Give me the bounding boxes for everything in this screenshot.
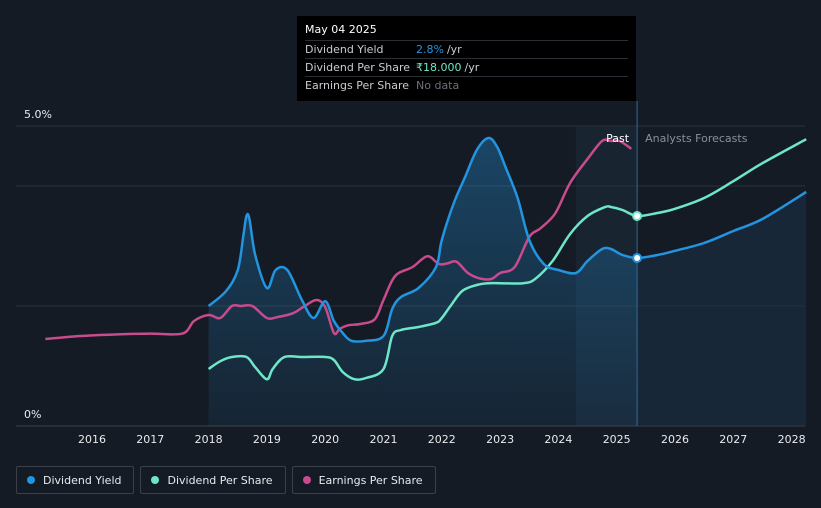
x-tick-label: 2017 xyxy=(136,433,164,446)
x-tick-label: 2016 xyxy=(78,433,106,446)
y-tick-label-max: 5.0% xyxy=(24,108,52,121)
tooltip-row-dps: Dividend Per Share ₹18.000 /yr xyxy=(305,58,628,76)
tooltip-value: ₹18.000 xyxy=(416,61,462,74)
x-tick-label: 2018 xyxy=(195,433,223,446)
x-tick-label: 2023 xyxy=(486,433,514,446)
tooltip-label: Dividend Per Share xyxy=(305,61,411,74)
legend-label: Earnings Per Share xyxy=(318,473,423,487)
legend-dot-icon xyxy=(302,476,311,484)
eps-line xyxy=(45,138,633,341)
x-tick-label: 2024 xyxy=(544,433,572,446)
legend-label: Dividend Per Share xyxy=(167,473,273,487)
tooltip-row-yield: Dividend Yield 2.8% /yr xyxy=(305,40,628,58)
tooltip-value: 2.8% xyxy=(416,43,444,56)
x-tick-label: 2022 xyxy=(428,433,456,446)
dps-current-marker xyxy=(632,211,643,221)
y-tick-label-zero: 0% xyxy=(24,408,41,421)
dps-line xyxy=(207,138,807,381)
past-label: Past xyxy=(606,132,630,145)
x-tick-label: 2021 xyxy=(370,433,398,446)
x-tick-label: 2028 xyxy=(778,433,806,446)
dividend-yield-line xyxy=(207,136,807,343)
analysts-forecasts-label: Analysts Forecasts xyxy=(645,132,748,145)
x-axis-ticks: 2016 2017 2018 2019 2020 2021 2022 2023 2024 2025… xyxy=(78,433,806,446)
legend-dot-icon xyxy=(27,476,35,484)
tooltip-date: May 04 2025 xyxy=(305,23,377,36)
forecast-area xyxy=(637,192,807,426)
legend-earnings-per-share[interactable]: Earnings Per Share xyxy=(291,466,436,494)
tooltip-unit: /yr xyxy=(446,43,462,56)
x-tick-label: 2027 xyxy=(719,433,747,446)
chart-legend: Dividend Yield Dividend Per Share Earnin… xyxy=(16,466,436,494)
x-tick-label: 2020 xyxy=(311,433,339,446)
dividend-yield-area xyxy=(208,137,638,426)
x-tick-label: 2025 xyxy=(603,433,631,446)
x-tick-label: 2026 xyxy=(661,433,689,446)
chart-tooltip: May 04 2025 Dividend Yield 2.8% /yr Divi… xyxy=(297,16,636,101)
tooltip-label: Earnings Per Share xyxy=(305,79,410,92)
legend-dot-icon xyxy=(151,476,160,484)
tooltip-label: Dividend Yield xyxy=(305,43,384,56)
tooltip-unit: /yr xyxy=(464,61,480,74)
legend-label: Dividend Yield xyxy=(43,473,122,487)
x-tick-label: 2019 xyxy=(253,433,281,446)
tooltip-row-eps: Earnings Per Share No data xyxy=(305,76,628,94)
legend-dividend-yield[interactable]: Dividend Yield xyxy=(16,466,135,494)
legend-dividend-per-share[interactable]: Dividend Per Share xyxy=(140,466,286,494)
tooltip-value: No data xyxy=(416,79,460,92)
yield-current-marker xyxy=(632,253,643,263)
